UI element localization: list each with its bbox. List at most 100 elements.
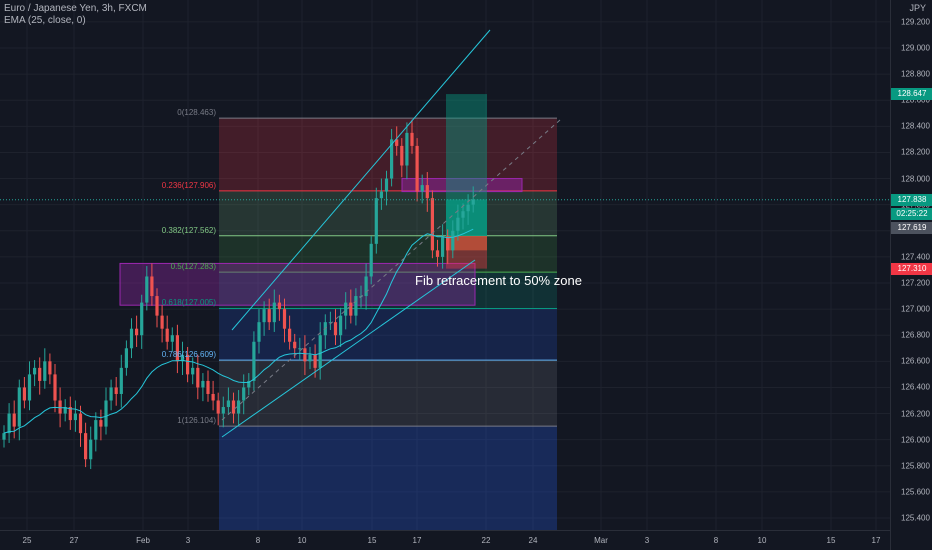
candle-body	[89, 439, 93, 460]
candle-body	[231, 400, 236, 414]
fib-zone-extension	[219, 426, 557, 530]
candle-body	[150, 276, 154, 297]
price-badge: 02:25:22	[891, 207, 932, 220]
candle-body	[333, 322, 338, 336]
candle-body	[374, 198, 378, 244]
candle-body	[119, 367, 123, 394]
candle-body	[135, 328, 139, 336]
candle-body	[160, 315, 164, 329]
candle-body	[22, 387, 26, 401]
time-tick-label: 15	[367, 536, 377, 545]
candle-body	[140, 302, 144, 336]
price-axis[interactable]: JPY 129.200 129.000 128.800 128.600 128.400 1…	[890, 0, 932, 550]
candle-body	[43, 361, 47, 381]
candle-body	[129, 328, 134, 349]
candle-body	[349, 302, 353, 316]
candle-body	[63, 407, 67, 414]
candle-body	[33, 367, 37, 375]
candle-body	[425, 185, 429, 199]
price-tick-label: 128.200	[901, 147, 930, 157]
candle-body	[277, 302, 281, 310]
time-tick-label: 17	[871, 536, 881, 545]
fib-zone	[219, 190, 557, 236]
candle-body	[339, 315, 343, 336]
price-tick-label: 128.400	[901, 121, 930, 131]
candle-body	[242, 387, 246, 401]
currency-label: JPY	[909, 3, 926, 13]
candle-body	[313, 354, 317, 368]
candle-body	[175, 335, 179, 362]
candle-body	[446, 237, 450, 251]
candle-body	[272, 302, 276, 323]
candle-body	[104, 400, 108, 427]
time-tick-label: 27	[69, 536, 79, 545]
candle-body	[7, 413, 11, 434]
price-badge: 127.619	[891, 222, 932, 235]
candle-body	[78, 413, 83, 434]
fib-level-label: 0(128.463)	[177, 108, 216, 118]
chart-area[interactable]: Euro / Japanese Yen, 3h, FXCM EMA (25, c…	[0, 0, 890, 530]
price-tick-label: 126.000	[901, 435, 930, 445]
candle-body	[186, 354, 190, 375]
price-tick-label: 128.800	[901, 69, 930, 79]
purple-zone	[119, 262, 476, 306]
price-tick-label: 127.400	[901, 252, 930, 262]
time-tick-label: 3	[644, 536, 650, 545]
price-tick-label: 126.600	[901, 356, 930, 366]
candle-body	[461, 211, 465, 218]
ema-indicator-label[interactable]: EMA (25, close, 0)	[4, 15, 86, 26]
candle-body	[288, 328, 292, 342]
candle-body	[298, 348, 302, 350]
candle-body	[430, 198, 434, 251]
time-tick-label: 22	[481, 536, 491, 545]
candle-body	[466, 204, 470, 212]
candle-body	[293, 341, 297, 349]
candle-body	[441, 237, 445, 257]
candle-body	[262, 309, 266, 323]
candle-body	[155, 296, 159, 316]
price-tick-label: 125.600	[901, 487, 930, 497]
candle-body	[58, 400, 62, 414]
time-tick-label: 3	[185, 536, 191, 545]
price-tick-label: 125.800	[901, 461, 930, 471]
fib-level-label: 0.618(127.005)	[161, 298, 216, 308]
candle-body	[48, 361, 52, 375]
candle-body	[17, 387, 21, 427]
candle-body	[415, 145, 419, 192]
candle-body	[84, 433, 88, 460]
price-chart[interactable]	[0, 0, 890, 530]
candle-body	[400, 145, 404, 166]
candle-body	[114, 387, 118, 394]
candle-body	[2, 433, 6, 440]
candle-body	[252, 341, 256, 381]
candle-body	[456, 217, 460, 231]
fib-trend-dashed	[221, 119, 561, 421]
price-tick-label: 128.000	[901, 174, 930, 184]
candle-body	[410, 132, 414, 146]
candle-body	[180, 354, 185, 362]
candle-body	[247, 380, 251, 388]
candle-body	[405, 132, 409, 166]
symbol-title[interactable]: Euro / Japanese Yen, 3h, FXCM	[4, 3, 147, 14]
time-tick-label: 15	[826, 536, 836, 545]
time-tick-label: 24	[528, 536, 538, 545]
annotation-text[interactable]: Fib retracement to 50% zone	[415, 273, 582, 288]
time-tick-label: Mar	[594, 536, 608, 545]
candle-body	[384, 178, 389, 192]
candle-body	[206, 380, 210, 394]
candle-body	[226, 400, 230, 408]
upper-trendline	[231, 29, 491, 331]
fib-level-label: 0.5(127.283)	[170, 262, 216, 272]
candle-body	[68, 407, 72, 421]
candle-body	[354, 296, 358, 316]
candle-body	[211, 393, 215, 401]
fib-level-label: 0.786(126.609)	[161, 350, 216, 360]
fib-zone	[219, 360, 557, 427]
price-tick-label: 128.600	[901, 95, 930, 105]
time-tick-label: 8	[255, 536, 261, 545]
candle-body	[170, 335, 174, 342]
time-axis[interactable]: 25 27 Feb 3 8 10 15 17 22 24 Mar 3 8 10 15 17	[0, 530, 890, 550]
candle-body	[201, 380, 205, 388]
candle-body	[344, 302, 348, 316]
candle-body	[237, 400, 241, 414]
